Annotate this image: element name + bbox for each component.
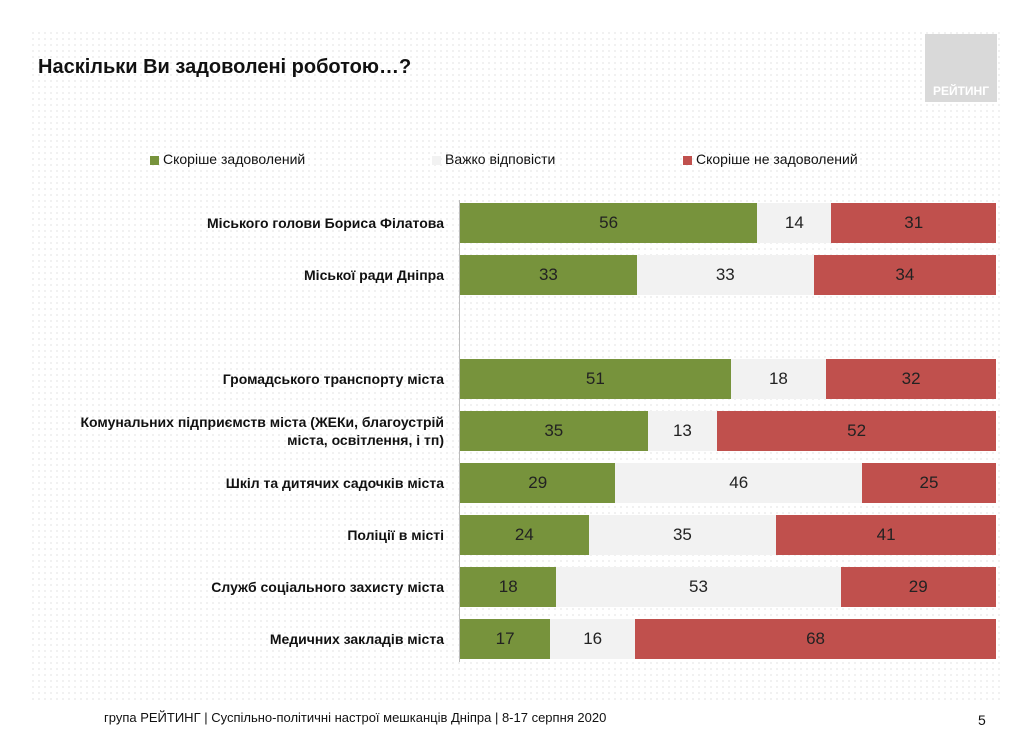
- bar-segment: 52: [717, 411, 996, 451]
- chart-title: Наскільки Ви задоволені роботою…?: [38, 56, 412, 78]
- bar-segment: 14: [757, 203, 832, 243]
- bar-segment: 24: [460, 515, 589, 555]
- bar-segment: 32: [826, 359, 996, 399]
- bar-segment: 25: [862, 463, 996, 503]
- category-label: Медичних закладів міста: [269, 631, 444, 647]
- bar-segment: 13: [647, 411, 718, 451]
- legend-swatch: [683, 156, 692, 165]
- legend-swatch: [432, 156, 441, 165]
- bar-segment: 29: [840, 567, 996, 607]
- bar-segment: 18: [730, 359, 827, 399]
- category-label: Громадського транспорту міста: [222, 371, 444, 387]
- bar-segment: 34: [813, 255, 996, 295]
- bar-segment: 46: [615, 463, 862, 503]
- legend-label: Скоріше не задоволений: [696, 151, 858, 167]
- category-label: Служб соціального захисту міста: [211, 579, 444, 595]
- category-label: Поліції в місті: [347, 527, 444, 543]
- legend-label: Скоріше задоволений: [163, 151, 306, 167]
- axis-line: [459, 200, 460, 662]
- bar-segment: 31: [831, 203, 996, 243]
- bar-segment: 35: [460, 411, 648, 451]
- bar-segment: 17: [460, 619, 551, 659]
- legend-label: Важко відповісти: [445, 151, 556, 167]
- bar-segment: 68: [635, 619, 996, 659]
- bar-segment: 53: [556, 567, 841, 607]
- category-label: Міської ради Дніпра: [304, 267, 444, 283]
- logo: РЕЙТИНГ: [925, 34, 997, 102]
- category-label: Комунальних підприємств міста (ЖЕКи, бла…: [80, 414, 444, 448]
- bar-segment: 56: [460, 203, 758, 243]
- bar-segment: 29: [460, 463, 616, 503]
- bar-segment: 51: [460, 359, 731, 399]
- category-label: Міського голови Бориса Філатова: [207, 215, 444, 231]
- footer: група РЕЙТИНГ | Суспільно-політичні наст…: [104, 710, 607, 725]
- bar-segment: 33: [460, 255, 637, 295]
- page-number: 5: [978, 712, 986, 728]
- legend-swatch: [150, 156, 159, 165]
- bar-segment: 16: [550, 619, 636, 659]
- bar-segment: 33: [636, 255, 814, 295]
- category-label: Шкіл та дитячих садочків міста: [225, 475, 444, 491]
- bar-segment: 18: [460, 567, 557, 607]
- bar-segment: 41: [776, 515, 996, 555]
- bar-segment: 35: [588, 515, 777, 555]
